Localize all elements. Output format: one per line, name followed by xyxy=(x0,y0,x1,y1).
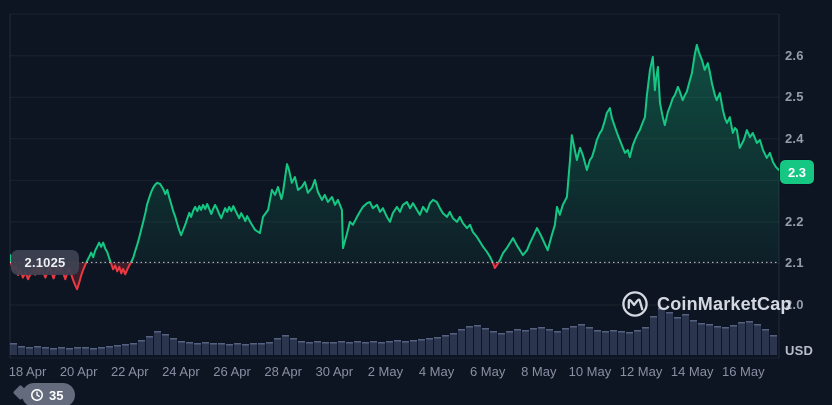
price-series xyxy=(10,43,779,291)
price-line-up xyxy=(10,43,779,263)
x-axis-tick: 20 Apr xyxy=(59,364,98,379)
coinmarketcap-logo-icon xyxy=(622,291,648,317)
clock-history-icon xyxy=(31,389,43,401)
x-axis-tick: 30 Apr xyxy=(315,364,354,379)
x-axis-tick: 18 Apr xyxy=(8,364,47,379)
y-axis-tick: 2.2 xyxy=(785,213,804,229)
y-axis-tick: 2.4 xyxy=(785,130,804,146)
x-axis-tick: 2 May xyxy=(367,364,404,379)
plot-border xyxy=(9,14,780,359)
history-count: 35 xyxy=(49,387,64,403)
watermark-text: CoinMarketCap xyxy=(657,293,792,314)
currency-unit-label: USD xyxy=(785,343,814,358)
x-axis-tick: 12 May xyxy=(619,364,663,379)
volume-bars xyxy=(10,308,777,355)
x-axis-tick: 14 May xyxy=(670,364,714,379)
y-axis-tick: 2.6 xyxy=(785,47,804,63)
x-axis-tick: 24 Apr xyxy=(162,364,200,379)
y-axis-tick: 2.0 xyxy=(785,297,804,312)
y-axis-tick: 2.1 xyxy=(785,255,804,271)
history-count-badge[interactable]: 35 xyxy=(12,383,76,405)
x-axis-tick: 10 May xyxy=(568,364,612,379)
y-axis-tick: 2.5 xyxy=(785,89,804,105)
coinmarketcap-watermark: CoinMarketCap xyxy=(621,290,792,318)
threshold-price-label: 2.1025 xyxy=(11,249,79,275)
x-axis-tick: 6 May xyxy=(469,364,506,379)
x-axis-tick: 22 Apr xyxy=(110,364,149,379)
x-axis-tick: 16 May xyxy=(721,364,765,379)
x-axis-tick: 8 May xyxy=(521,364,557,379)
x-axis-tick: 26 Apr xyxy=(213,364,251,379)
current-price-badge: 2.3 xyxy=(780,160,814,185)
x-axis-tick: 4 May xyxy=(418,364,455,379)
x-axis-tick: 28 Apr xyxy=(264,364,302,379)
price-line-down xyxy=(10,262,500,291)
